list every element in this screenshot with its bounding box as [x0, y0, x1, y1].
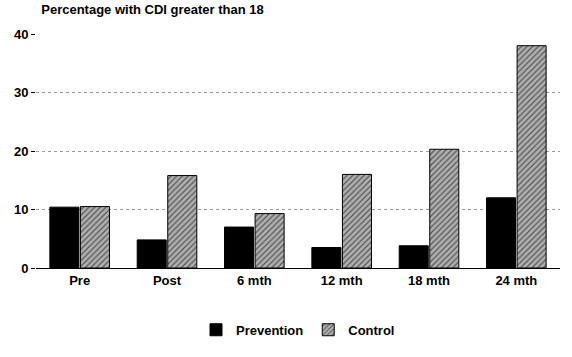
svg-text:18 mth: 18 mth [408, 273, 450, 288]
svg-text:40: 40 [14, 27, 28, 42]
svg-text:6 mth: 6 mth [237, 273, 272, 288]
svg-text:10: 10 [14, 202, 28, 217]
svg-text:12 mth: 12 mth [321, 273, 363, 288]
svg-text:24 mth: 24 mth [495, 273, 537, 288]
svg-text:Control: Control [348, 323, 394, 338]
svg-text:Post: Post [153, 273, 182, 288]
svg-text:Pre: Pre [69, 273, 90, 288]
svg-text:Percentage with CDI greater th: Percentage with CDI greater than 18 [41, 2, 264, 17]
svg-text:20: 20 [14, 144, 28, 159]
svg-text:0: 0 [21, 261, 28, 276]
svg-text:Prevention: Prevention [236, 323, 303, 338]
svg-text:30: 30 [14, 85, 28, 100]
